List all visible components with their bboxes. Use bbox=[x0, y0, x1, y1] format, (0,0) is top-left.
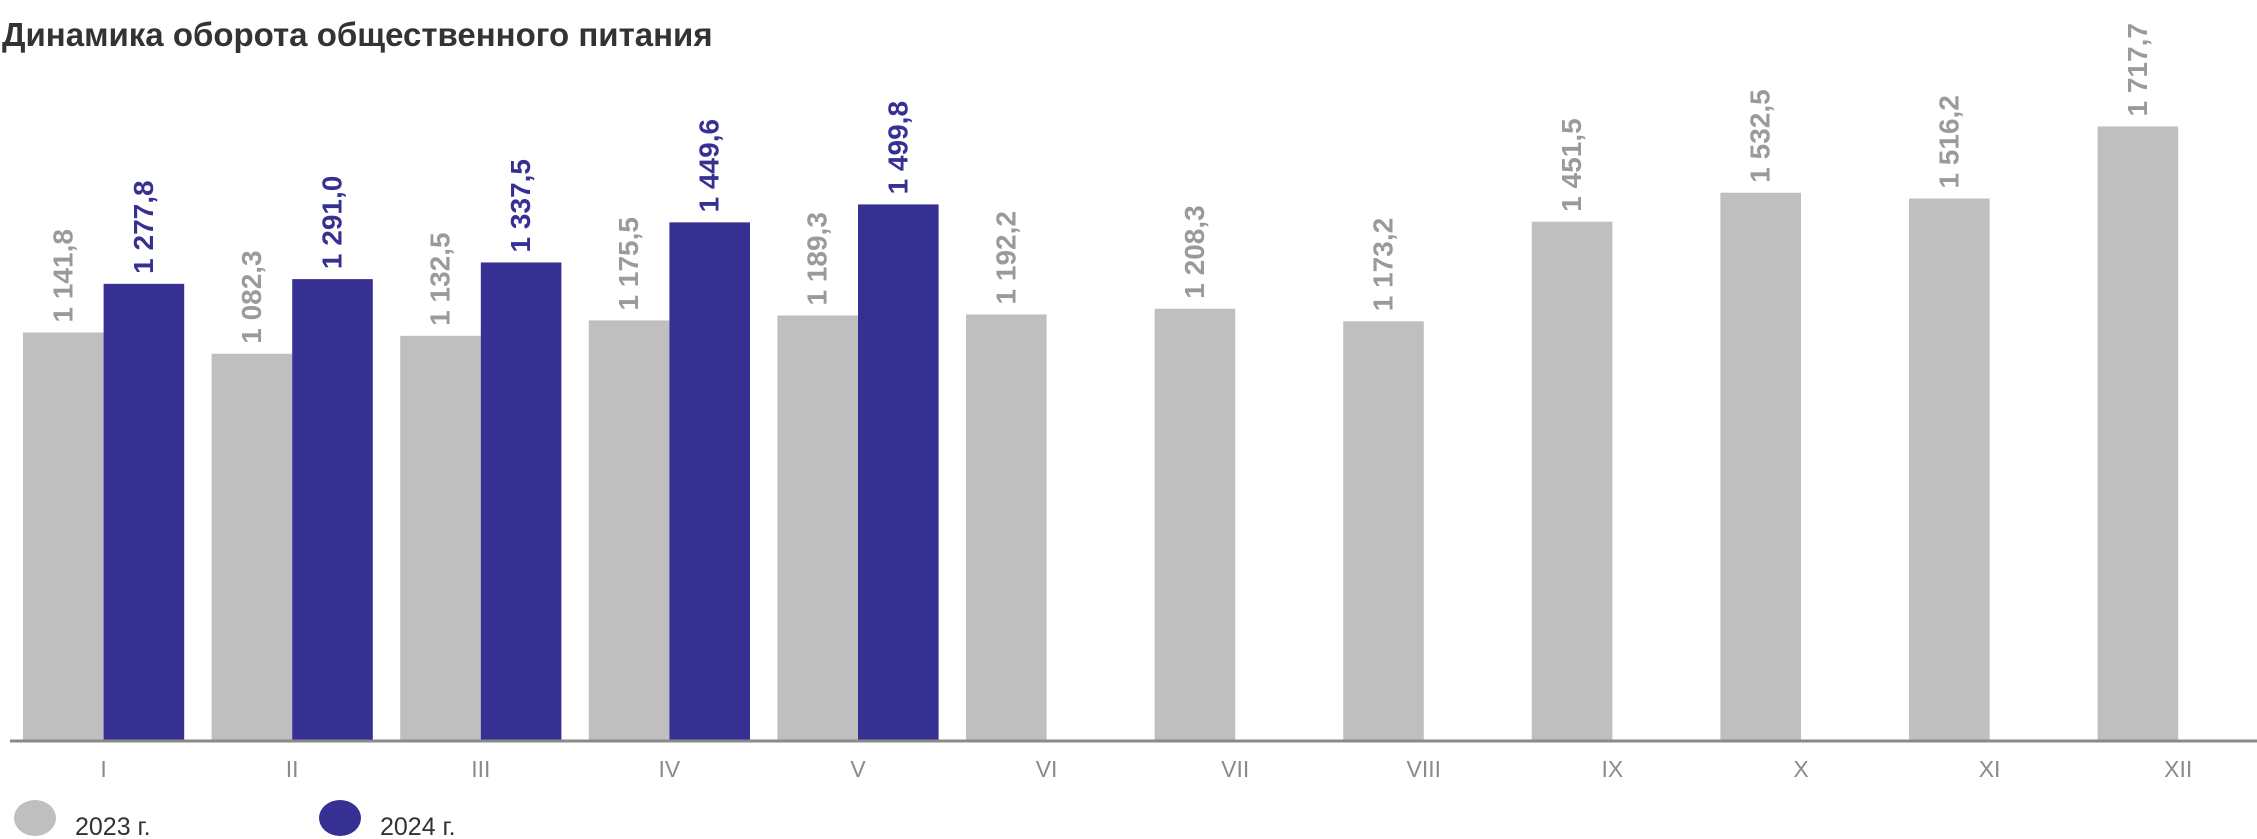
x-tick-label: X bbox=[1793, 756, 1808, 782]
value-label: 1 717,7 bbox=[2122, 23, 2153, 116]
bar bbox=[2097, 126, 2179, 741]
value-label: 1 132,5 bbox=[425, 232, 456, 325]
legend-label: 2023 г. bbox=[75, 813, 151, 839]
legend-swatch bbox=[319, 800, 361, 836]
x-tick-label: XI bbox=[1979, 756, 2001, 782]
value-label: 1 532,5 bbox=[1745, 89, 1776, 182]
value-label: 1 192,2 bbox=[990, 211, 1021, 304]
bar bbox=[1154, 308, 1236, 741]
x-tick-label: VIII bbox=[1407, 756, 1442, 782]
x-tick-label: XII bbox=[2164, 756, 2192, 782]
value-label: 1 499,8 bbox=[882, 101, 913, 194]
bar bbox=[23, 332, 104, 741]
bar bbox=[1531, 221, 1613, 742]
value-label: 1 082,3 bbox=[236, 250, 267, 343]
value-label: 1 208,3 bbox=[1179, 205, 1210, 298]
bar bbox=[1909, 198, 1990, 741]
value-label: 1 189,3 bbox=[802, 212, 833, 305]
value-label: 1 141,8 bbox=[47, 229, 78, 322]
legend-swatch bbox=[14, 800, 56, 836]
legend-label: 2024 г. bbox=[380, 813, 456, 839]
x-tick-label: V bbox=[850, 756, 866, 782]
value-label: 1 277,8 bbox=[128, 180, 159, 273]
bar bbox=[292, 279, 373, 741]
value-label: 1 291,0 bbox=[317, 176, 348, 269]
x-tick-label: IX bbox=[1602, 756, 1624, 782]
bar bbox=[1720, 192, 1801, 741]
bar bbox=[400, 335, 481, 741]
bar bbox=[1343, 321, 1424, 741]
chart-title: Динамика оборота общественного питания bbox=[2, 16, 713, 53]
bar bbox=[103, 283, 185, 741]
x-tick-label: VII bbox=[1221, 756, 1249, 782]
bar bbox=[669, 222, 750, 741]
bar bbox=[211, 353, 293, 741]
value-label: 1 175,5 bbox=[613, 217, 644, 310]
value-label: 1 516,2 bbox=[1933, 95, 1964, 188]
x-tick-label: II bbox=[286, 756, 299, 782]
bar bbox=[777, 315, 858, 741]
bar bbox=[966, 314, 1047, 741]
x-tick-label: VI bbox=[1036, 756, 1058, 782]
value-label: 1 449,6 bbox=[694, 119, 725, 212]
value-label: 1 451,5 bbox=[1556, 118, 1587, 211]
x-tick-label: III bbox=[471, 756, 490, 782]
x-tick-label: I bbox=[100, 756, 106, 782]
value-label: 1 337,5 bbox=[505, 159, 536, 252]
bar bbox=[858, 204, 939, 741]
bar bbox=[588, 320, 670, 741]
bar bbox=[480, 262, 562, 741]
value-label: 1 173,2 bbox=[1368, 218, 1399, 311]
x-tick-label: IV bbox=[659, 756, 681, 782]
